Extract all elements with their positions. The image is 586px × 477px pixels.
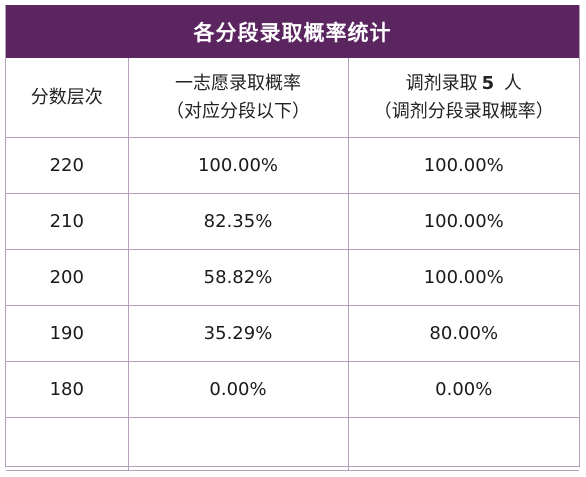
table-row: 220 100.00% 100.00% <box>6 137 579 194</box>
first-choice-cell: 58.82% <box>127 249 348 306</box>
table-row: 180 0.00% 0.00% <box>6 361 579 418</box>
score-cell: 210 <box>6 193 128 250</box>
header-row: 分数层次 一志愿录取概率 （对应分段以下） 调剂录取 5 人 （调剂分段录取概率） <box>6 58 579 138</box>
header-first-choice: 一志愿录取概率 （对应分段以下） <box>127 58 348 138</box>
adjusted-cell: 80.00% <box>347 305 579 362</box>
probability-table: 分数层次 一志愿录取概率 （对应分段以下） 调剂录取 5 人 （调剂分段录取概率）… <box>6 58 579 471</box>
adjusted-cell: 100.00% <box>347 137 579 194</box>
table-row: 190 35.29% 80.00% <box>6 305 579 362</box>
header-first-choice-note: （对应分段以下） <box>166 100 310 122</box>
table-row: 210 82.35% 100.00% <box>6 193 579 250</box>
first-choice-cell: 100.00% <box>127 137 348 194</box>
score-cell: 190 <box>6 305 128 362</box>
empty-cell <box>6 417 128 471</box>
adjusted-cell: 100.00% <box>347 249 579 306</box>
header-score-tier-label: 分数层次 <box>30 86 103 108</box>
first-choice-cell: 0.00% <box>127 361 348 418</box>
score-cell: 180 <box>6 361 128 418</box>
header-adjusted: 调剂录取 5 人 （调剂分段录取概率） <box>347 58 580 138</box>
stats-table-container: 各分段录取概率统计 分数层次 一志愿录取概率 （对应分段以下） 调剂录取 5 人 … <box>5 5 580 471</box>
first-choice-cell: 35.29% <box>127 305 348 362</box>
header-adjusted-prefix: 调剂录取 <box>405 72 478 94</box>
header-adjusted-note: （调剂分段录取概率） <box>373 100 554 122</box>
table-row: 200 58.82% 100.00% <box>6 249 579 306</box>
empty-cell <box>127 417 348 471</box>
header-adjusted-title: 调剂录取 5 人 <box>349 70 580 98</box>
adjusted-cell: 100.00% <box>347 193 579 250</box>
header-adjusted-count: 5 <box>481 72 495 94</box>
header-first-choice-title: 一志愿录取概率 <box>175 72 301 94</box>
first-choice-cell: 82.35% <box>127 193 348 250</box>
adjusted-cell: 0.00% <box>347 361 579 418</box>
empty-row <box>6 417 579 471</box>
empty-cell <box>347 417 579 471</box>
header-adjusted-suffix: 人 <box>503 72 522 94</box>
score-cell: 200 <box>6 249 128 306</box>
score-cell: 220 <box>6 137 128 194</box>
table-title: 各分段录取概率统计 <box>6 5 579 58</box>
header-score-tier: 分数层次 <box>6 58 128 138</box>
